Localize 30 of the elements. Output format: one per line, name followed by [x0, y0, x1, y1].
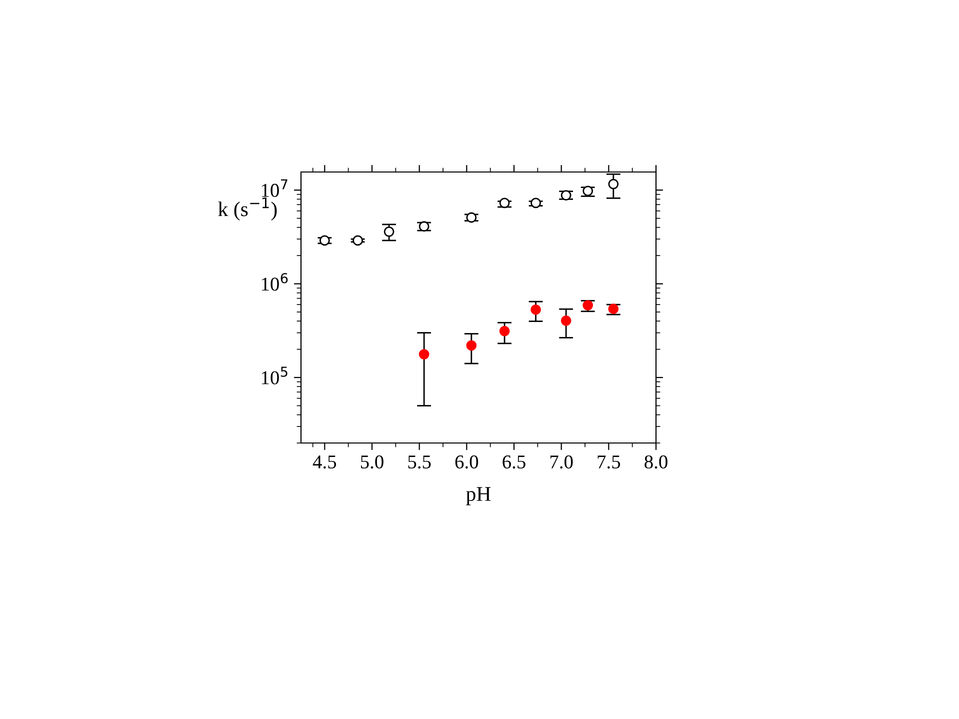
point [608, 178, 619, 190]
point [582, 300, 594, 310]
point [499, 198, 510, 208]
y-tick-label: 10$^{5}$ [262, 366, 288, 384]
x-tick-label: 4.5 [312, 456, 336, 469]
point [418, 221, 430, 232]
point [319, 235, 330, 246]
point [499, 326, 510, 336]
point [530, 304, 541, 315]
point [560, 315, 572, 326]
point [466, 212, 477, 223]
x-axis-title: pH [466, 487, 491, 506]
x-tick-label: 7.5 [598, 456, 620, 469]
x-tick-label: 6.0 [455, 455, 478, 469]
point [582, 186, 594, 196]
point [384, 226, 394, 237]
point [466, 340, 477, 351]
x-tick-label: 5.0 [360, 455, 384, 469]
x-tick-label: 6.5 [502, 455, 526, 469]
point [608, 304, 619, 314]
y-tick-label: 10$^{7}$ [262, 179, 288, 197]
y-axis-title: k (s$^{−1}$) [218, 197, 277, 220]
point [418, 349, 430, 360]
point [352, 235, 363, 246]
x-tick-label: 8.0 [644, 455, 668, 469]
x-tick-label: 5.5 [408, 456, 431, 469]
point [560, 190, 572, 200]
x-tick-label: 7.0 [550, 455, 573, 469]
point [530, 198, 541, 208]
y-tick-label: 10$^{6}$ [262, 272, 288, 291]
